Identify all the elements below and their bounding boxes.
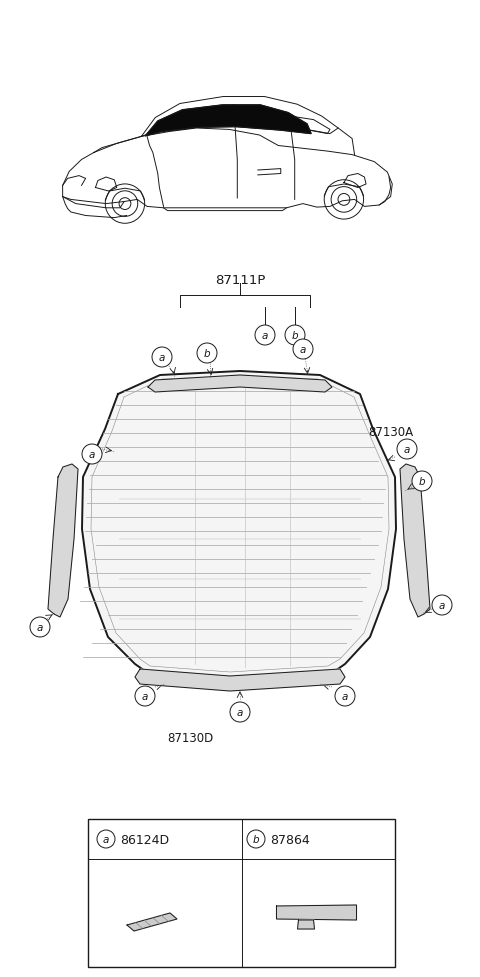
Text: a: a xyxy=(439,601,445,611)
Text: 87130A: 87130A xyxy=(368,425,413,438)
Circle shape xyxy=(152,348,172,367)
Polygon shape xyxy=(145,106,311,137)
Circle shape xyxy=(335,686,355,706)
Circle shape xyxy=(230,702,250,722)
Circle shape xyxy=(82,445,102,464)
Text: a: a xyxy=(262,330,268,341)
Polygon shape xyxy=(400,464,430,617)
Polygon shape xyxy=(48,464,78,617)
Text: a: a xyxy=(37,622,43,632)
Text: 87130D: 87130D xyxy=(167,731,213,744)
Polygon shape xyxy=(148,375,332,393)
Circle shape xyxy=(432,595,452,616)
Text: 87111P: 87111P xyxy=(215,274,265,286)
Circle shape xyxy=(397,440,417,459)
Polygon shape xyxy=(298,920,314,929)
Text: b: b xyxy=(204,349,210,359)
Polygon shape xyxy=(135,669,345,692)
Circle shape xyxy=(135,686,155,706)
Text: 86124D: 86124D xyxy=(120,832,169,846)
Text: a: a xyxy=(142,692,148,701)
Circle shape xyxy=(412,472,432,491)
Circle shape xyxy=(97,830,115,848)
Text: a: a xyxy=(159,353,165,362)
Circle shape xyxy=(30,617,50,637)
Circle shape xyxy=(197,344,217,363)
Text: a: a xyxy=(300,345,306,355)
Text: a: a xyxy=(89,449,95,459)
Text: b: b xyxy=(252,834,259,844)
Polygon shape xyxy=(276,905,357,920)
Text: b: b xyxy=(292,330,298,341)
Polygon shape xyxy=(127,913,177,931)
Text: a: a xyxy=(103,834,109,844)
Text: a: a xyxy=(342,692,348,701)
Bar xyxy=(88,819,395,967)
Circle shape xyxy=(255,325,275,346)
Text: 87864: 87864 xyxy=(270,832,310,846)
Circle shape xyxy=(293,340,313,360)
Circle shape xyxy=(285,325,305,346)
Text: a: a xyxy=(237,707,243,717)
Polygon shape xyxy=(82,371,396,677)
Circle shape xyxy=(247,830,265,848)
Text: b: b xyxy=(419,477,425,487)
Text: a: a xyxy=(404,445,410,454)
